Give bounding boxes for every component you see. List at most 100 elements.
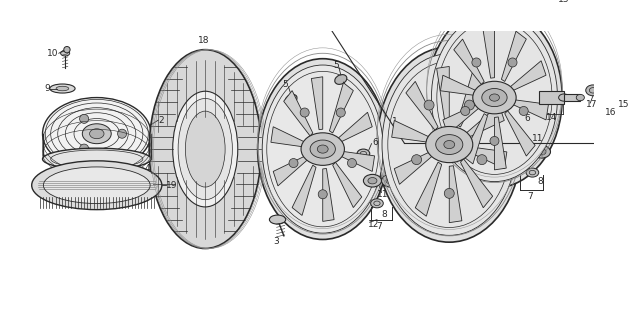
Circle shape: [477, 155, 487, 165]
Circle shape: [348, 159, 356, 167]
Ellipse shape: [532, 145, 550, 158]
Ellipse shape: [364, 174, 381, 187]
Polygon shape: [505, 111, 535, 156]
Ellipse shape: [473, 81, 516, 114]
Text: 19: 19: [166, 181, 178, 190]
Polygon shape: [467, 147, 507, 169]
Ellipse shape: [382, 54, 516, 235]
Ellipse shape: [186, 111, 225, 187]
Ellipse shape: [511, 125, 524, 134]
Ellipse shape: [603, 95, 616, 104]
Polygon shape: [457, 73, 483, 127]
Ellipse shape: [576, 94, 584, 101]
Text: 2: 2: [158, 116, 164, 125]
Ellipse shape: [317, 145, 328, 153]
Ellipse shape: [368, 178, 377, 184]
Ellipse shape: [258, 59, 388, 240]
Polygon shape: [461, 159, 493, 208]
Circle shape: [318, 190, 327, 199]
Ellipse shape: [50, 84, 75, 93]
Text: 7: 7: [527, 192, 532, 202]
Ellipse shape: [381, 174, 399, 187]
Text: 11: 11: [377, 190, 388, 199]
Circle shape: [519, 107, 528, 115]
Circle shape: [79, 114, 89, 123]
Ellipse shape: [377, 47, 522, 242]
Bar: [539, 91, 564, 104]
Circle shape: [336, 108, 346, 117]
Text: 4: 4: [145, 164, 150, 173]
Text: 8: 8: [381, 210, 387, 219]
Polygon shape: [337, 112, 372, 143]
Circle shape: [508, 58, 517, 67]
Text: 13: 13: [557, 0, 569, 4]
Text: 11: 11: [532, 134, 544, 143]
Text: 8: 8: [537, 177, 543, 186]
Ellipse shape: [262, 65, 383, 233]
Bar: [564, 94, 580, 101]
Ellipse shape: [526, 168, 539, 177]
Polygon shape: [333, 162, 362, 208]
Ellipse shape: [269, 215, 285, 224]
Ellipse shape: [616, 89, 629, 98]
Text: 5: 5: [282, 80, 288, 89]
Text: 6: 6: [524, 114, 530, 123]
Ellipse shape: [482, 89, 507, 107]
Circle shape: [444, 189, 454, 198]
Circle shape: [300, 108, 309, 117]
Text: 1: 1: [392, 117, 398, 126]
Ellipse shape: [61, 51, 70, 56]
Circle shape: [490, 137, 499, 145]
Polygon shape: [495, 117, 506, 170]
Ellipse shape: [586, 85, 600, 96]
Ellipse shape: [335, 75, 347, 85]
Polygon shape: [511, 100, 548, 120]
Circle shape: [465, 100, 474, 110]
Ellipse shape: [178, 99, 232, 200]
Polygon shape: [406, 81, 438, 130]
Polygon shape: [284, 91, 313, 136]
Ellipse shape: [42, 98, 151, 170]
Ellipse shape: [44, 167, 150, 204]
Text: 9: 9: [44, 84, 50, 93]
Ellipse shape: [427, 7, 563, 188]
Text: 6: 6: [372, 138, 378, 147]
Circle shape: [64, 47, 70, 53]
Ellipse shape: [149, 50, 261, 249]
Text: 18: 18: [198, 36, 209, 45]
Polygon shape: [339, 151, 374, 171]
Ellipse shape: [90, 129, 104, 139]
Ellipse shape: [301, 133, 344, 165]
Ellipse shape: [444, 140, 454, 149]
Ellipse shape: [32, 161, 162, 210]
Ellipse shape: [173, 91, 238, 207]
Polygon shape: [443, 104, 479, 134]
Ellipse shape: [285, 94, 297, 104]
Ellipse shape: [371, 199, 383, 208]
Text: 10: 10: [47, 49, 59, 58]
Polygon shape: [454, 39, 484, 85]
Polygon shape: [330, 83, 353, 133]
Polygon shape: [463, 114, 488, 164]
Circle shape: [79, 144, 89, 153]
Polygon shape: [440, 75, 478, 96]
Ellipse shape: [357, 149, 370, 158]
Circle shape: [118, 129, 127, 138]
Polygon shape: [292, 165, 316, 215]
Ellipse shape: [515, 145, 532, 158]
Polygon shape: [323, 168, 334, 221]
Text: 15: 15: [618, 100, 630, 109]
Polygon shape: [273, 155, 308, 186]
Circle shape: [424, 100, 434, 110]
Ellipse shape: [537, 149, 546, 155]
Polygon shape: [509, 61, 546, 92]
Polygon shape: [466, 105, 504, 138]
Text: 14: 14: [546, 113, 557, 122]
Polygon shape: [312, 77, 323, 130]
Text: 3: 3: [273, 237, 279, 246]
Polygon shape: [394, 151, 433, 184]
Circle shape: [461, 107, 470, 115]
Polygon shape: [271, 127, 307, 147]
Polygon shape: [392, 121, 431, 143]
Ellipse shape: [386, 178, 395, 184]
